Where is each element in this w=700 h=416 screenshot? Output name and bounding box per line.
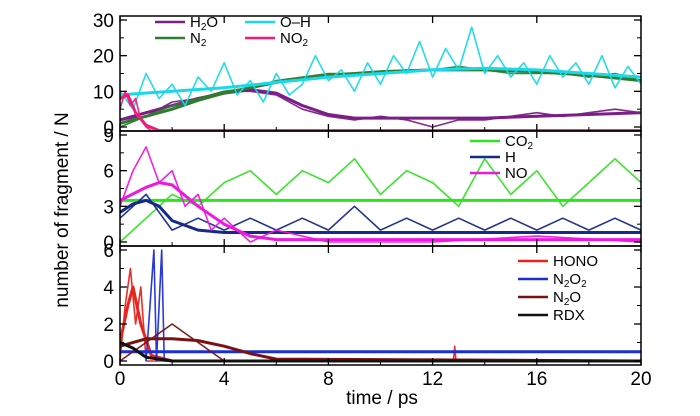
series-noisy-middle-2 xyxy=(120,146,641,243)
series-noisy-bottom-2 xyxy=(120,323,641,362)
series-noisy-top-3 xyxy=(120,90,641,131)
series-noisy-top-0 xyxy=(120,90,641,128)
legend-label: N2O2 xyxy=(553,271,587,290)
legend-label: CO2 xyxy=(505,133,534,152)
series-fit-middle-1 xyxy=(120,198,641,234)
y-tick-label: 0 xyxy=(103,233,114,254)
plot-area xyxy=(120,26,641,363)
legend-label: H2O xyxy=(190,14,218,33)
series-fit-middle-2 xyxy=(120,181,641,242)
x-tick-label: 20 xyxy=(630,369,651,390)
legend-label: NO2 xyxy=(280,30,309,49)
panel-top-lines xyxy=(120,26,641,131)
y-tick-label: 9 xyxy=(103,126,114,147)
y-tick-label: 0 xyxy=(103,352,114,373)
series-fit-top-1 xyxy=(120,68,641,125)
y-tick-label: 2 xyxy=(103,315,114,336)
x-axis-label: time / ps xyxy=(346,388,418,409)
x-tick-label: 0 xyxy=(115,369,126,390)
y-tick-label: 0 xyxy=(103,118,114,139)
x-tick-label: 8 xyxy=(323,369,334,390)
y-tick-label: 3 xyxy=(103,197,114,218)
series-fit-top-2 xyxy=(120,66,641,97)
axes-frames xyxy=(119,15,642,366)
series-noisy-top-2 xyxy=(120,26,641,110)
y-tick-label: 4 xyxy=(103,278,114,299)
x-tick-label: 12 xyxy=(422,369,443,390)
series-noisy-bottom-0 xyxy=(120,267,641,362)
y-tick-label: 30 xyxy=(93,11,114,32)
x-tick-label: 4 xyxy=(219,369,230,390)
series-fit-top-0 xyxy=(120,88,641,122)
series-noisy-middle-1 xyxy=(120,193,641,231)
legend-label: O–H xyxy=(280,14,311,31)
legend-label: N2O xyxy=(553,289,581,308)
panel-bottom-lines xyxy=(120,249,641,363)
y-tick-label: 6 xyxy=(103,162,114,183)
legend-label: RDX xyxy=(553,307,585,324)
panel-middle-lines xyxy=(120,146,641,243)
legend-label: HONO xyxy=(553,253,598,270)
y-tick-label: 6 xyxy=(103,241,114,262)
y-axis-label: number of fragment / N xyxy=(52,112,73,307)
x-tick-label: 16 xyxy=(526,369,547,390)
legend-label: N2 xyxy=(190,30,207,49)
series-noisy-middle-0 xyxy=(120,158,641,243)
series-fit-bottom-2 xyxy=(120,337,641,363)
y-tick-label: 10 xyxy=(93,82,114,103)
y-tick-label: 20 xyxy=(93,47,114,68)
legend-label: NO xyxy=(505,165,528,182)
legend-label: H xyxy=(505,149,516,166)
